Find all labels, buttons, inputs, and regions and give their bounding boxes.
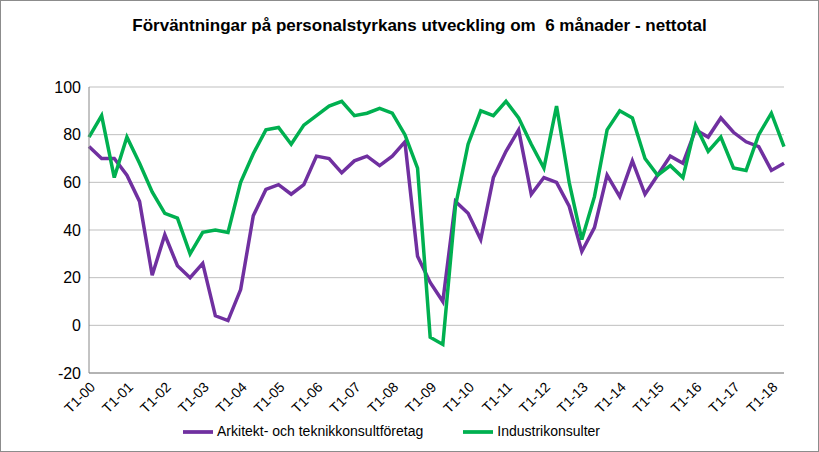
svg-text:T1-07: T1-07 — [326, 379, 363, 416]
svg-text:0: 0 — [72, 317, 81, 334]
svg-text:T1-15: T1-15 — [630, 379, 667, 416]
svg-text:T1-03: T1-03 — [175, 379, 212, 416]
html-text:Arkitekt- och teknikkonsultför: Arkitekt- och teknikkonsultföretag — [217, 422, 424, 439]
svg-text:T1-00: T1-00 — [61, 379, 98, 416]
svg-text:80: 80 — [63, 126, 81, 143]
svg-text:T1-17: T1-17 — [705, 379, 742, 416]
svg-text:T1-11: T1-11 — [479, 379, 516, 416]
svg-text:T1-14: T1-14 — [592, 379, 629, 416]
svg-text:T1-04: T1-04 — [213, 379, 250, 416]
svg-text:T1-16: T1-16 — [668, 379, 705, 416]
svg-text:-20: -20 — [58, 365, 81, 382]
svg-text:T1-18: T1-18 — [743, 379, 780, 416]
svg-text:T1-10: T1-10 — [440, 379, 477, 416]
svg-text:T1-13: T1-13 — [554, 379, 591, 416]
svg-text:T1-08: T1-08 — [364, 379, 401, 416]
svg-text:T1-05: T1-05 — [251, 379, 288, 416]
svg-text:T1-01: T1-01 — [99, 379, 136, 416]
svg-text:T1-06: T1-06 — [288, 379, 325, 416]
svg-text:T1-12: T1-12 — [516, 379, 553, 416]
svg-text:20: 20 — [63, 269, 81, 286]
svg-text:T1-02: T1-02 — [137, 379, 174, 416]
svg-text:40: 40 — [63, 222, 81, 239]
svg-text:60: 60 — [63, 174, 81, 191]
svg-text:100: 100 — [54, 79, 81, 96]
html-text:Industrikonsulter: Industrikonsulter — [497, 422, 600, 439]
html-text:Förväntningar på personalstyrk: Förväntningar på personalstyrkans utveck… — [132, 16, 707, 35]
svg-text:T1-09: T1-09 — [402, 379, 439, 416]
